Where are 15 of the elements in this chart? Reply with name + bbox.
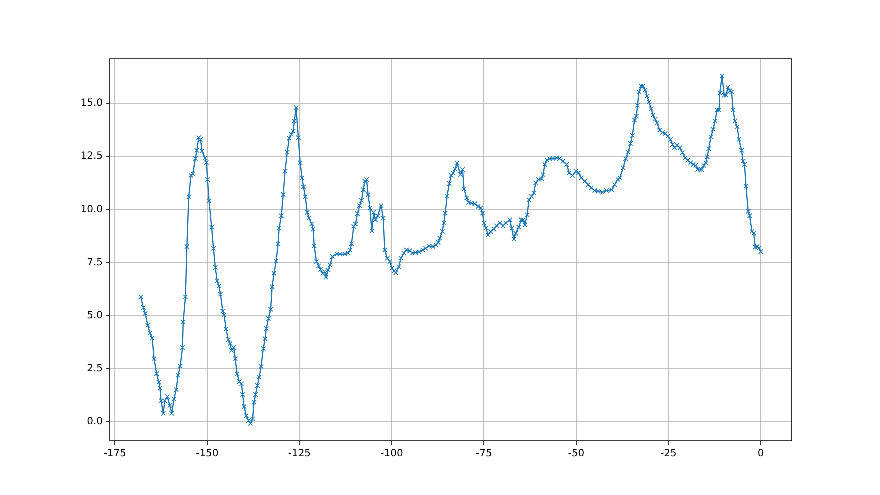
x-tick-label: -125 <box>288 448 312 460</box>
x-tick-label: -50 <box>568 448 585 460</box>
y-tick-label: 15.0 <box>80 98 103 110</box>
y-tick-label: 7.5 <box>87 257 103 268</box>
y-tick-label: 12.5 <box>80 151 103 162</box>
x-tick-label: -150 <box>196 448 219 460</box>
y-tick-label: 0.0 <box>87 416 103 428</box>
y-tick-label: 10.0 <box>80 204 103 216</box>
y-tick-label: 5.0 <box>87 310 103 322</box>
x-tick-label: -25 <box>660 448 677 460</box>
x-tick-label: -175 <box>104 448 127 460</box>
x-tick-label: -75 <box>476 448 492 460</box>
y-tick-label: 2.5 <box>87 363 103 374</box>
x-tick-label: 0 <box>758 448 764 460</box>
x-tick-label: -100 <box>380 448 404 460</box>
